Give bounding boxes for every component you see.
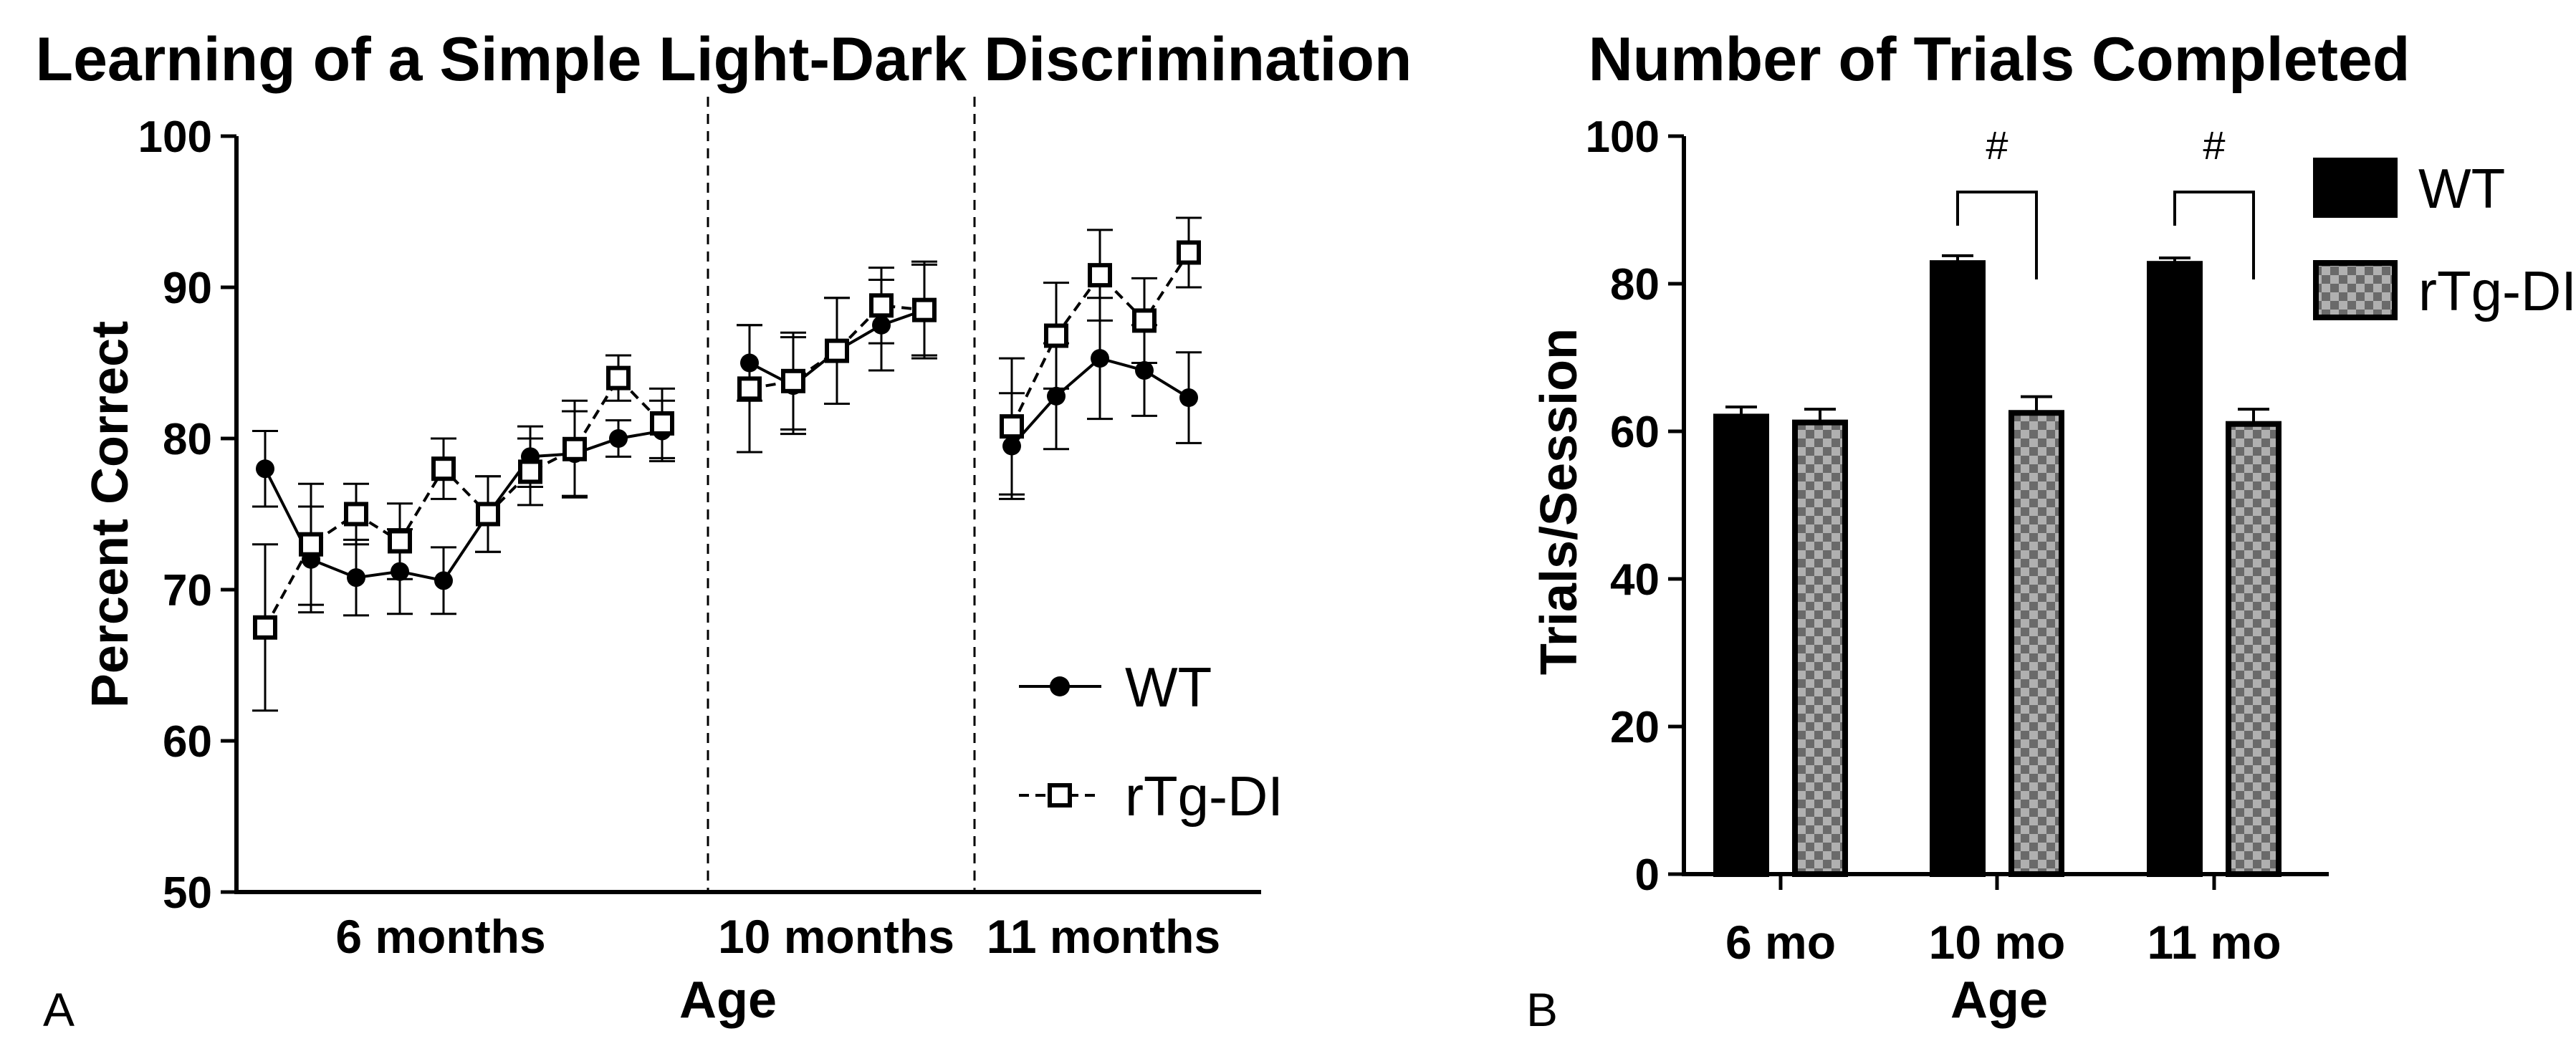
data-point-rTg-DI	[476, 502, 500, 527]
data-point-rTg-DI	[1132, 308, 1157, 333]
y-tick-label: 40	[1610, 555, 1660, 605]
legend-swatch-rTg-DI	[2313, 260, 2398, 320]
data-point-rTg-DI	[825, 338, 849, 363]
data-point-WT	[347, 568, 365, 588]
data-point-rTg-DI	[388, 529, 412, 554]
data-point-WT	[391, 562, 409, 581]
data-point-rTg-DI	[650, 411, 674, 436]
data-point-rTg-DI	[344, 502, 368, 527]
significance-bracket	[1956, 191, 2038, 279]
chart-a-title: Learning of a Simple Light-Dark Discrimi…	[36, 25, 1412, 94]
series-line-rTg-DI	[1010, 251, 1190, 427]
y-tick-label: 0	[1635, 850, 1660, 900]
data-point-WT	[1047, 386, 1066, 406]
data-point-rTg-DI	[1000, 414, 1024, 439]
x-group-label: 10 months	[718, 910, 954, 963]
y-tick-label: 80	[163, 415, 212, 464]
y-tick-label: 60	[1610, 408, 1660, 457]
y-tick-label: 50	[163, 868, 212, 918]
data-point-rTg-DI	[869, 293, 894, 318]
data-point-rTg-DI	[1044, 323, 1068, 348]
chart-b-xlabel: Age	[1950, 972, 2048, 1029]
data-point-WT	[1135, 361, 1154, 380]
y-tick-label: 70	[163, 566, 212, 615]
significance-bracket	[2173, 191, 2255, 279]
bar-rTg-DI	[2226, 421, 2281, 877]
data-point-WT	[434, 571, 453, 590]
series-line-WT	[264, 429, 663, 583]
legend-marker-rTg-DI	[1048, 783, 1072, 807]
legend-label-rTg-DI: rTg-DI	[2418, 259, 2576, 322]
y-tick-label: 20	[1610, 703, 1660, 752]
data-point-WT	[609, 429, 628, 448]
y-tick-label: 80	[1610, 260, 1660, 310]
data-point-WT	[1179, 388, 1198, 408]
significance-symbol: #	[1986, 123, 2008, 168]
data-point-WT	[256, 459, 274, 479]
y-tick-label: 60	[163, 717, 212, 767]
bar-rTg-DI	[2008, 410, 2064, 877]
chart-b-ylabel: Trials/Session	[1531, 328, 1588, 675]
chart-a-panel-label: A	[43, 983, 75, 1036]
chart-b-legend: WT rTg-DI	[2313, 157, 2576, 322]
bar-WT	[2147, 261, 2203, 877]
x-tick-label: 6 mo	[1725, 916, 1836, 969]
chart-b-title: Number of Trials Completed	[1589, 25, 2410, 94]
data-point-WT	[872, 315, 891, 335]
y-tick-label: 100	[138, 112, 212, 162]
series-line-rTg-DI	[264, 375, 664, 628]
data-point-WT	[1002, 436, 1021, 456]
significance-symbol: #	[2203, 123, 2225, 168]
y-tick-label: 90	[163, 264, 212, 313]
x-tick-label: 10 mo	[1929, 916, 2066, 969]
bar-WT	[1713, 413, 1769, 877]
data-point-rTg-DI	[431, 456, 456, 481]
bar-WT	[1930, 260, 1986, 878]
bar-rTg-DI	[1792, 419, 1848, 877]
chart-a-xlabel: Age	[679, 972, 777, 1029]
legend-label-WT: WT	[1125, 656, 1212, 719]
y-tick-label: 100	[1586, 112, 1660, 162]
chart-a-ylabel: Percent Correct	[82, 321, 139, 708]
legend-marker-WT	[1050, 676, 1070, 696]
chart-b-panel-label: B	[1526, 983, 1558, 1036]
data-point-rTg-DI	[253, 615, 277, 640]
data-point-rTg-DI	[912, 297, 937, 322]
data-point-rTg-DI	[606, 365, 631, 390]
chart-b-plot-area: 0 20 40 60 80 100 6 mo 10 mo 11 mo # #	[1586, 112, 2329, 969]
legend-label-rTg-DI: rTg-DI	[1125, 765, 1283, 828]
x-tick-label: 11 mo	[2147, 916, 2281, 969]
data-point-rTg-DI	[518, 459, 542, 484]
legend-swatch-WT	[2313, 158, 2398, 218]
data-point-rTg-DI	[1088, 263, 1112, 288]
chart-a-plot-area: 50 60 70 80 90 100 6 months 10 months 11 months	[138, 97, 1261, 963]
x-group-label: 6 months	[335, 910, 545, 963]
chart-a-legend: WT rTg-DI	[1019, 656, 1283, 828]
legend-label-WT: WT	[2418, 157, 2505, 220]
data-point-rTg-DI	[1177, 240, 1201, 265]
data-point-rTg-DI	[737, 376, 762, 401]
x-group-label: 11 months	[987, 910, 1220, 963]
data-point-WT	[1091, 349, 1109, 368]
data-point-rTg-DI	[299, 532, 323, 557]
data-point-WT	[740, 353, 759, 373]
data-point-rTg-DI	[781, 368, 805, 393]
data-point-rTg-DI	[562, 436, 587, 461]
